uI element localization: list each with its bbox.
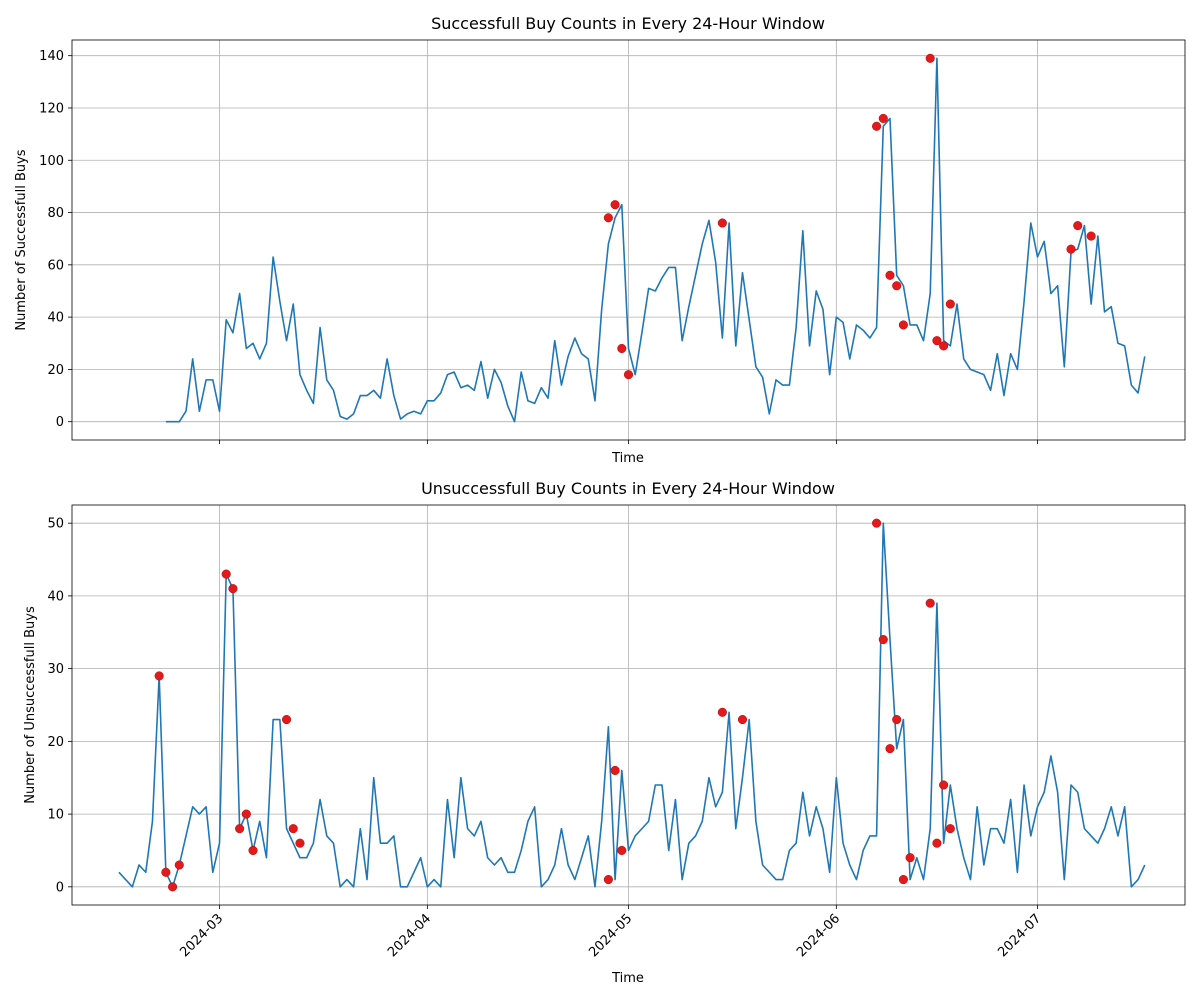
highlight-point — [945, 299, 955, 309]
x-tick-label: 2024-04 — [385, 911, 434, 960]
x-axis-ticks — [219, 440, 1038, 444]
x-tick-label: 2024-06 — [794, 911, 843, 960]
series-line-path — [165, 57, 1146, 423]
highlight-point — [925, 53, 935, 63]
highlight-point — [878, 113, 888, 123]
highlight-point — [892, 714, 902, 725]
highlight-point — [603, 213, 613, 223]
y-tick-label: 40 — [47, 589, 64, 604]
highlight-point — [168, 882, 178, 892]
highlight-point — [617, 845, 627, 856]
y-tick-label: 60 — [47, 258, 64, 273]
highlight-point — [898, 320, 908, 330]
highlight-point — [623, 370, 634, 380]
highlight-point — [241, 809, 251, 819]
unsuccessful-buys-chart: Unsuccessfull Buy Counts in Every 24-Hou… — [23, 479, 1186, 986]
x-axis-label: Time — [611, 971, 644, 986]
highlight-point — [885, 270, 895, 280]
y-tick-label: 20 — [47, 363, 64, 378]
highlight-point — [221, 569, 231, 579]
highlight-point — [892, 281, 902, 291]
grid — [72, 505, 1185, 905]
chart-title: Unsuccessfull Buy Counts in Every 24-Hou… — [421, 479, 835, 498]
highlight-point — [885, 744, 895, 754]
y-axis-ticks: 0 20 40 60 80 100 120 140 — [39, 49, 72, 430]
y-tick-label: 30 — [47, 662, 64, 677]
highlight-point — [295, 838, 305, 848]
series-line — [118, 522, 1146, 888]
highlight-point — [939, 780, 949, 790]
x-tick-label: 2024-03 — [177, 911, 226, 960]
highlight-point — [939, 341, 949, 351]
y-tick-label: 20 — [47, 735, 64, 750]
highlight-point — [235, 824, 245, 834]
y-tick-label: 0 — [56, 415, 64, 430]
highlight-point — [925, 598, 935, 608]
highlight-point — [610, 765, 620, 776]
highlight-point — [617, 343, 627, 354]
grid — [72, 40, 1185, 440]
highlight-point — [603, 874, 613, 885]
highlight-point — [1073, 221, 1083, 231]
highlight-point — [174, 860, 184, 870]
highlight-point — [898, 874, 908, 885]
highlight-point — [161, 867, 171, 877]
y-tick-label: 10 — [47, 808, 64, 823]
highlight-point — [872, 518, 882, 528]
highlight-point — [737, 714, 748, 725]
highlight-point — [288, 824, 298, 834]
highlight-point — [717, 707, 727, 717]
x-axis-ticks: 2024-03 2024-04 2024-05 2024-06 2024-07 — [177, 905, 1044, 960]
series-line — [165, 57, 1146, 423]
highlight-point — [610, 200, 620, 210]
x-tick-label: 2024-07 — [995, 911, 1044, 960]
highlight-point — [717, 218, 727, 228]
highlight-point — [878, 634, 888, 645]
series-line-path — [118, 522, 1146, 888]
highlight-point — [154, 671, 164, 681]
x-axis-label: Time — [611, 451, 644, 466]
y-tick-label: 40 — [47, 311, 64, 326]
highlight-point — [248, 845, 258, 856]
y-tick-label: 100 — [39, 154, 64, 169]
highlight-point — [932, 336, 942, 346]
highlighted-markers — [603, 53, 1096, 380]
y-axis-label: Number of Unsuccessfull Buys — [23, 606, 38, 804]
y-tick-label: 50 — [47, 517, 64, 532]
highlight-point — [228, 584, 238, 594]
highlight-point — [1086, 231, 1096, 241]
highlight-point — [872, 121, 882, 131]
x-tick-label: 2024-05 — [586, 911, 635, 960]
highlight-point — [945, 824, 955, 834]
y-tick-label: 120 — [39, 101, 64, 116]
highlighted-markers — [154, 518, 955, 892]
y-tick-label: 140 — [39, 49, 64, 64]
y-axis-ticks: 0 10 20 30 40 50 — [47, 517, 72, 895]
highlight-point — [932, 838, 942, 848]
y-tick-label: 80 — [47, 206, 64, 221]
y-tick-label: 0 — [56, 880, 64, 895]
highlight-point — [905, 853, 915, 863]
highlight-point — [282, 714, 292, 725]
y-axis-label: Number of Successfull Buys — [14, 149, 29, 330]
highlight-point — [1066, 244, 1076, 254]
successful-buys-chart: Successfull Buy Counts in Every 24-Hour … — [14, 14, 1186, 466]
chart-title: Successfull Buy Counts in Every 24-Hour … — [431, 14, 825, 33]
